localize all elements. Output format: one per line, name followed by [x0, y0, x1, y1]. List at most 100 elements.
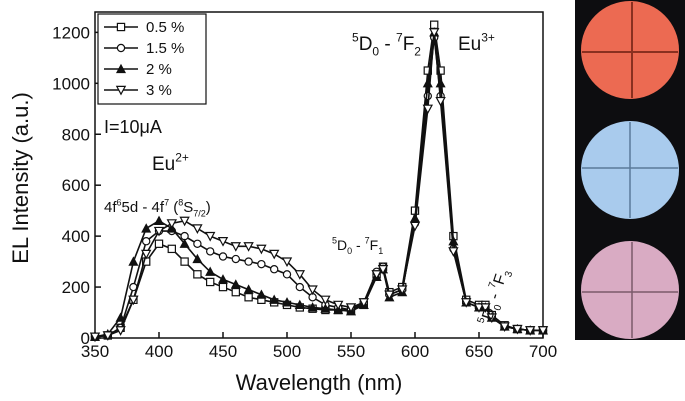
marker	[270, 265, 279, 274]
marker	[217, 237, 229, 247]
marker	[358, 298, 370, 308]
marker	[268, 249, 280, 260]
annotation-part: 3	[503, 270, 515, 279]
x-tick-label: 600	[401, 342, 429, 361]
marker	[282, 270, 292, 279]
marker	[422, 104, 434, 115]
annotation-part: 0	[347, 246, 352, 256]
x-tick-label: 400	[145, 342, 173, 361]
marker	[512, 324, 523, 335]
marker	[345, 303, 357, 313]
annotation-part: 2+	[175, 150, 189, 164]
marker	[179, 238, 190, 248]
marker	[320, 295, 331, 306]
marker	[332, 300, 344, 311]
marker	[243, 284, 254, 294]
marker	[257, 259, 266, 269]
y-tick-label: 800	[62, 125, 90, 144]
annotation-part: -	[485, 287, 506, 306]
marker	[473, 303, 485, 313]
legend-label: 0.5 %	[146, 19, 184, 36]
annotation-part: 3+	[481, 30, 495, 44]
marker	[205, 266, 216, 276]
annotation-part: Eu	[152, 154, 175, 175]
marker	[230, 242, 242, 252]
marker	[480, 303, 491, 313]
annotation: 5D0 - 7F3	[476, 266, 516, 329]
marker	[166, 219, 178, 229]
legend-label: 3 %	[146, 82, 172, 99]
y-tick-label: 1000	[52, 74, 90, 93]
marker	[409, 221, 421, 232]
annotation-part: 7	[365, 236, 370, 246]
marker	[140, 249, 152, 260]
marker	[204, 231, 216, 242]
y-tick-label: 400	[62, 227, 90, 246]
annotation-part: 7	[487, 280, 499, 289]
marker	[396, 285, 408, 296]
legend-marker	[116, 43, 126, 53]
annotation-part: 0	[372, 45, 379, 59]
marker	[231, 287, 240, 297]
marker	[141, 237, 151, 246]
marker	[115, 312, 126, 322]
annotation-part: 1	[378, 246, 383, 256]
legend-label: 1.5 %	[146, 40, 184, 57]
y-tick-label: 0	[81, 329, 90, 348]
marker	[153, 226, 165, 237]
x-tick-label: 650	[465, 342, 493, 361]
marker	[231, 254, 240, 264]
annotation-part: 8	[178, 197, 183, 207]
marker	[192, 224, 203, 234]
photo-red-emission	[581, 1, 679, 99]
marker	[423, 91, 432, 101]
marker	[307, 302, 318, 312]
marker	[128, 295, 139, 306]
marker	[384, 290, 395, 301]
x-tick-label: 500	[273, 342, 301, 361]
annotation-part: (	[169, 199, 178, 216]
marker	[371, 270, 382, 280]
marker	[460, 298, 472, 308]
annotation: 5D0 - 7F1	[332, 236, 383, 257]
marker	[256, 244, 267, 255]
marker	[193, 270, 202, 279]
marker	[102, 331, 114, 341]
annotation-part: 7/2	[193, 209, 206, 219]
marker	[435, 96, 446, 107]
marker	[193, 239, 202, 248]
annotation-part: Eu	[458, 34, 481, 55]
marker	[524, 326, 536, 336]
marker	[141, 223, 152, 233]
marker	[244, 257, 253, 266]
annotation-part: 2	[414, 45, 421, 59]
y-tick-label: 600	[62, 176, 90, 195]
photo-pink-emission	[581, 241, 679, 339]
x-tick-label: 450	[209, 342, 237, 361]
annotation-part: I=10μA	[104, 117, 162, 137]
annotation: Eu3+	[458, 30, 495, 55]
marker	[435, 78, 446, 88]
marker	[217, 274, 229, 284]
marker	[294, 299, 305, 309]
annotation-part: D	[479, 306, 499, 322]
marker	[377, 265, 389, 275]
x-tick-label: 700	[529, 342, 557, 361]
annotation-part: -	[352, 237, 364, 253]
annotation-part: F	[370, 237, 379, 253]
annotation: I=10μA	[104, 117, 162, 137]
annotation-part: D	[337, 237, 347, 253]
marker	[154, 239, 164, 248]
marker	[307, 285, 318, 296]
annotation-part: 0	[492, 303, 504, 312]
marker	[180, 257, 189, 266]
marker	[89, 332, 101, 343]
marker	[486, 313, 498, 324]
annotation-part: 6	[117, 197, 122, 207]
annotation-part: 7	[164, 197, 169, 207]
y-tick-label: 1200	[52, 23, 90, 42]
photo-panel	[575, 0, 685, 340]
annotation-part: -	[379, 34, 396, 55]
marker	[243, 242, 254, 252]
marker	[281, 297, 293, 307]
